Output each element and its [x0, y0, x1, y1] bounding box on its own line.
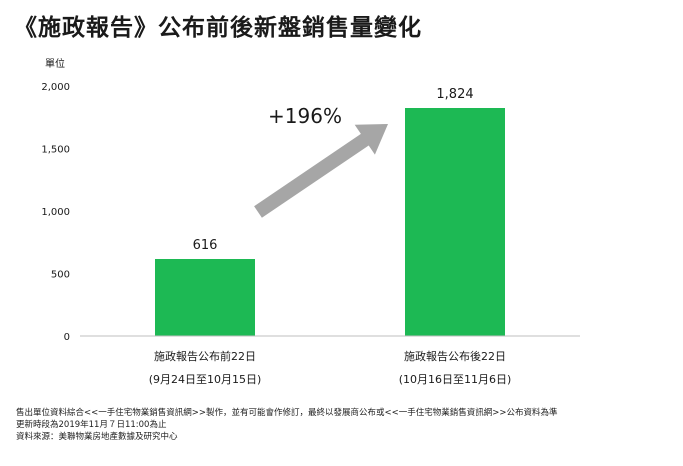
growth-annotation: +196%	[268, 104, 342, 128]
bar	[405, 108, 505, 336]
bar-value-label: 1,824	[436, 87, 473, 102]
chart-title: 《施政報告》公布前後新盤銷售量變化	[14, 15, 422, 41]
arrow-shape	[254, 124, 388, 218]
growth-arrow	[254, 124, 388, 218]
footnote: 售出單位資料綜合<<一手住宅物業銷售資訊網>>製作，並有可能會作修訂，最終以發展…	[16, 407, 676, 443]
y-axis-label: 單位	[45, 57, 65, 70]
y-tick-label: 0	[64, 332, 70, 343]
footnote-line-3: 資料來源：美聯物業房地產數據及研究中心	[16, 432, 178, 442]
x-axis-labels: 施政報告公布前22日 (9月24日至10月15日) 施政報告公布後22日 (10月16…	[149, 349, 512, 386]
bar	[155, 259, 255, 336]
x-category-label: 施政報告公布後22日	[404, 349, 506, 363]
y-tick-label: 500	[51, 270, 70, 281]
y-tick-label: 2,000	[41, 82, 70, 93]
y-tick-label: 1,000	[41, 207, 70, 218]
footnote-line-2: 更新時段為2019年11月７日11:00為止	[16, 420, 167, 430]
y-axis-ticks: 0 500 1,000 1,500 2,000	[41, 82, 70, 343]
bar-chart: 單位 0 500 1,000 1,500 2,000 616 1,824 +196% 施政…	[41, 57, 580, 386]
x-category-sublabel: (9月24日至10月15日)	[149, 373, 262, 386]
y-tick-label: 1,500	[41, 145, 70, 156]
x-category-sublabel: (10月16日至11月6日)	[399, 373, 512, 386]
bar-value-label: 616	[193, 238, 218, 253]
x-category-label: 施政報告公布前22日	[154, 349, 256, 363]
footnote-line-1: 售出單位資料綜合<<一手住宅物業銷售資訊網>>製作，並有可能會作修訂，最終以發展…	[16, 408, 558, 418]
bars: 616 1,824	[155, 87, 505, 336]
